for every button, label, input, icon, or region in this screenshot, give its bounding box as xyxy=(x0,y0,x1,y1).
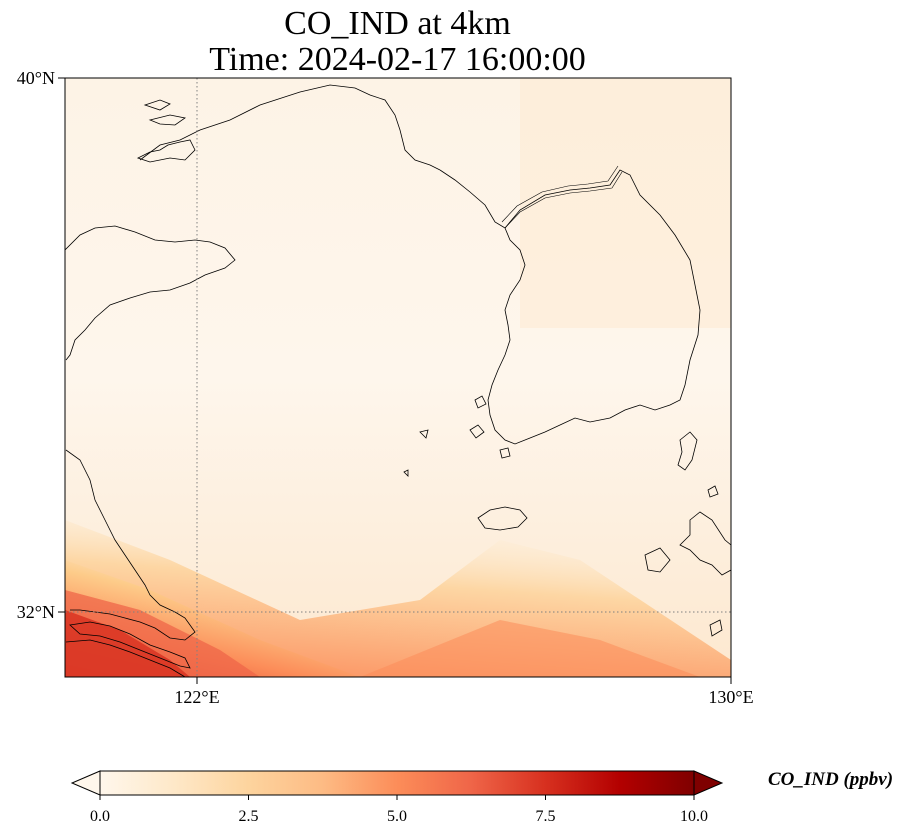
colorbar-tick-4: 10.0 xyxy=(680,808,708,825)
colorbar-gradient xyxy=(100,771,694,795)
concentration-field xyxy=(65,78,731,677)
lat-label-32n: 32°N xyxy=(17,602,55,622)
colorbar-tick-1: 2.5 xyxy=(239,808,259,825)
colorbar-tick-3: 7.5 xyxy=(536,808,556,825)
map-frame xyxy=(64,77,732,678)
coast-jeju xyxy=(477,506,528,531)
coast-korea xyxy=(439,169,701,445)
colorbar-extend-low xyxy=(70,770,101,796)
chart-title-line1: CO_IND at 4km xyxy=(284,5,511,42)
lat-label-40n: 40°N xyxy=(17,68,55,88)
gridlines xyxy=(65,78,731,677)
colorbar-tick-2: 5.0 xyxy=(387,808,407,825)
colorbar-extend-high xyxy=(693,770,724,796)
coastlines xyxy=(65,84,731,677)
chart-title-line2: Time: 2024-02-17 16:00:00 xyxy=(209,41,586,78)
lon-label-122e: 122°E xyxy=(174,687,219,707)
coast-tsushima xyxy=(677,431,698,471)
colorbar-title: CO_IND (ppbv) xyxy=(768,769,894,790)
lon-label-130e: 130°E xyxy=(708,687,753,707)
colorbar: 0.0 2.5 5.0 7.5 10.0 xyxy=(70,770,724,825)
coast-bohai xyxy=(139,84,441,171)
colorbar-tick-0: 0.0 xyxy=(90,808,110,825)
coast-jiangsu xyxy=(65,449,196,641)
axis-ticks xyxy=(58,77,732,684)
coast-shandong xyxy=(65,225,236,361)
coast-japan xyxy=(679,511,731,576)
